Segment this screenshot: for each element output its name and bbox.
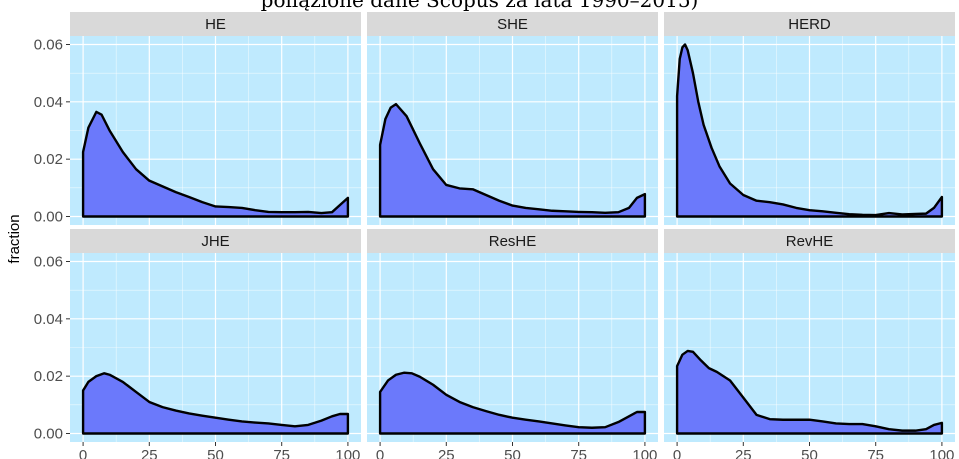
facet-jhe: JHE 0 25 50 75 100 0.00 0.02 0.04 0.06: [34, 229, 361, 459]
y-tick-label: 0.02: [34, 368, 63, 385]
x-tick-label: 75: [570, 447, 587, 459]
facet-strip-label: HERD: [788, 16, 831, 33]
x-tick-label: 0: [376, 447, 384, 459]
x-tick-label: 0: [673, 447, 681, 459]
x-tick-label: 25: [438, 447, 455, 459]
density-area: [81, 110, 350, 218]
facet-strip: [70, 12, 361, 36]
facet-reshe: ResHE 0 25 50 75 100: [367, 229, 658, 459]
density-area: [378, 102, 647, 218]
facet-strip: [367, 229, 658, 253]
y-axis-title: fraction: [6, 214, 23, 263]
facet-strip: [664, 12, 955, 36]
figure-caption: pollązione dane Scopus za lata 1990–2015…: [260, 0, 699, 12]
y-tick-label: 0.00: [34, 425, 63, 442]
facet-strip-label: RevHE: [786, 233, 834, 250]
x-tick-label: 75: [867, 447, 884, 459]
density-area: [675, 43, 944, 218]
x-tick-label: 100: [632, 447, 657, 459]
facet-strip-label: ResHE: [489, 233, 537, 250]
density-area: [81, 372, 350, 435]
facet-herd: HERD: [664, 12, 955, 225]
facet-strip: [70, 229, 361, 253]
x-tick-label: 0: [79, 447, 87, 459]
x-tick-label: 75: [273, 447, 290, 459]
facet-she: SHE: [367, 12, 658, 225]
x-tick-label: 25: [141, 447, 158, 459]
y-tick-label: 0.00: [34, 208, 63, 225]
x-tick-label: 100: [335, 447, 360, 459]
facet-he: HE 0.00 0.02 0.04 0.06: [34, 12, 361, 225]
x-tick-label: 50: [504, 447, 521, 459]
x-tick-label: 50: [207, 447, 224, 459]
y-tick-label: 0.06: [34, 37, 63, 54]
y-tick-label: 0.02: [34, 151, 63, 168]
facet-strip-label: SHE: [497, 16, 528, 33]
density-area: [675, 349, 944, 435]
facet-strip-label: JHE: [201, 233, 229, 250]
facet-revhe: RevHE 0 25 50 75 100: [664, 229, 955, 459]
y-tick-label: 0.06: [34, 254, 63, 271]
x-tick-label: 100: [929, 447, 954, 459]
x-tick-label: 25: [735, 447, 752, 459]
x-tick-label: 50: [801, 447, 818, 459]
facet-strip: [664, 229, 955, 253]
facet-strip: [367, 12, 658, 36]
y-tick-label: 0.04: [34, 311, 63, 328]
facet-strip-label: HE: [205, 16, 226, 33]
density-area: [378, 371, 647, 435]
y-tick-label: 0.04: [34, 94, 63, 111]
